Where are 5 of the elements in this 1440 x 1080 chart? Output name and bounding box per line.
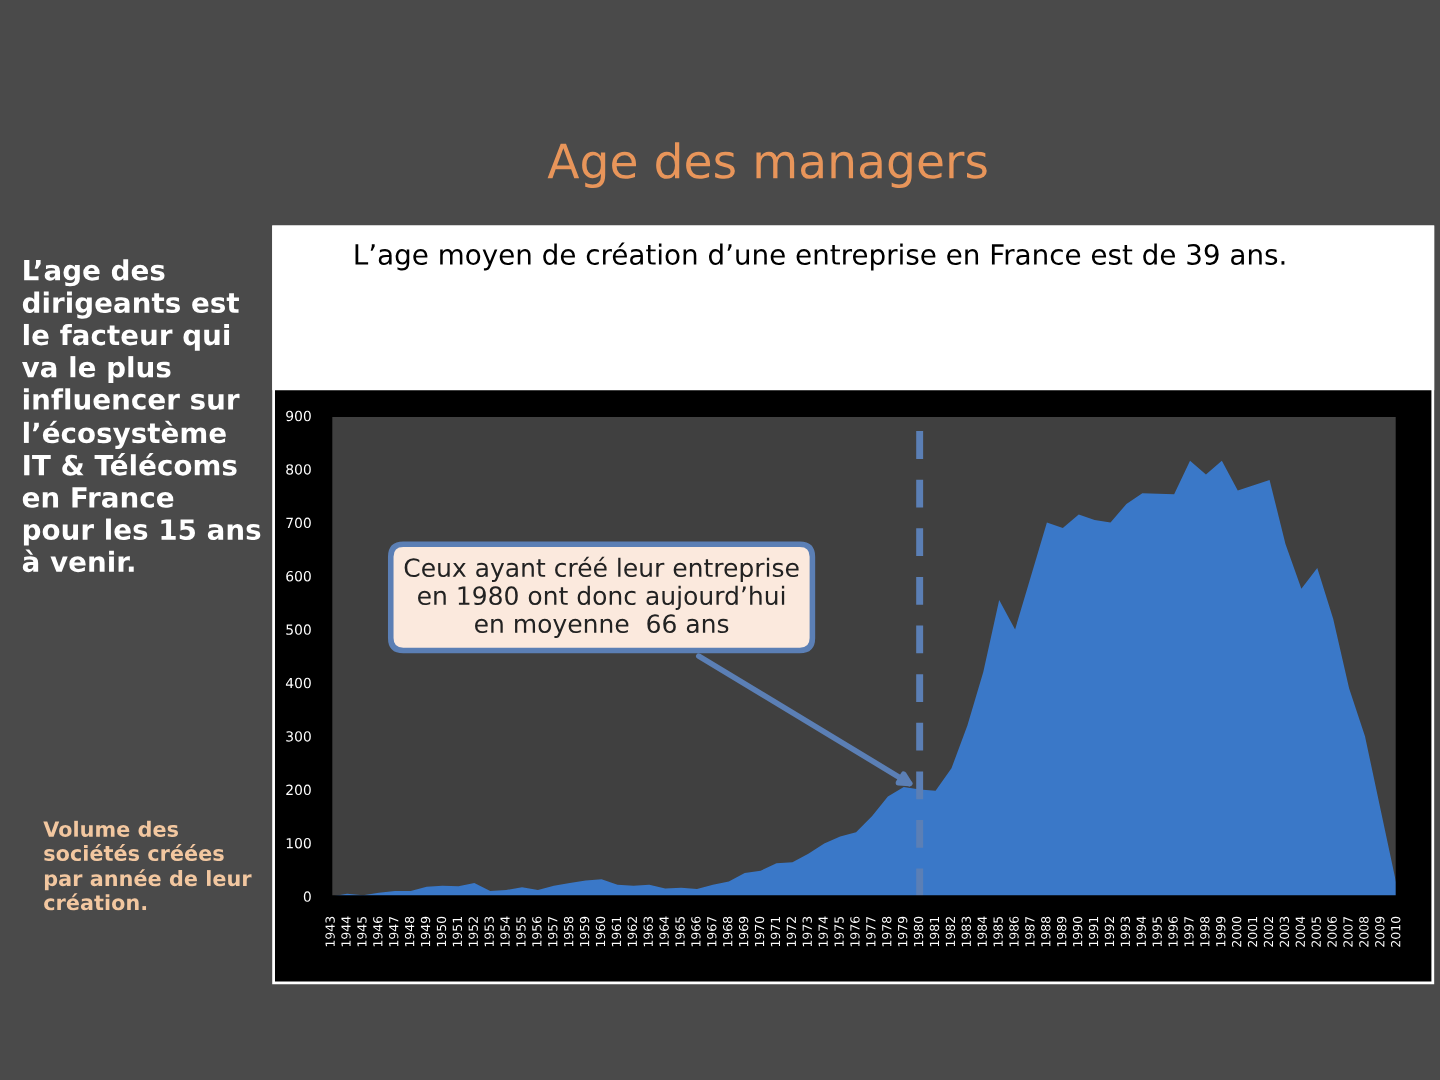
- text: Volume des sociétés créées par année de leur création.: [43, 820, 252, 911]
- annotation: Ceux ayant créé leur entreprise en 1980 ont donc aujourd’hui en moyenne 66 ans: [404, 556, 799, 638]
- text: L’age des dirigeants est le facteur qui va le plus influencer sur l’écosystème IT & Télécoms en France pour les 15 ans à venir.: [22, 259, 261, 573]
- chart-title: Age des managers: [547, 142, 987, 189]
- chart-subtitle: L’age moyen de création d’une entreprise en France est de 39 ans.: [355, 242, 1285, 271]
